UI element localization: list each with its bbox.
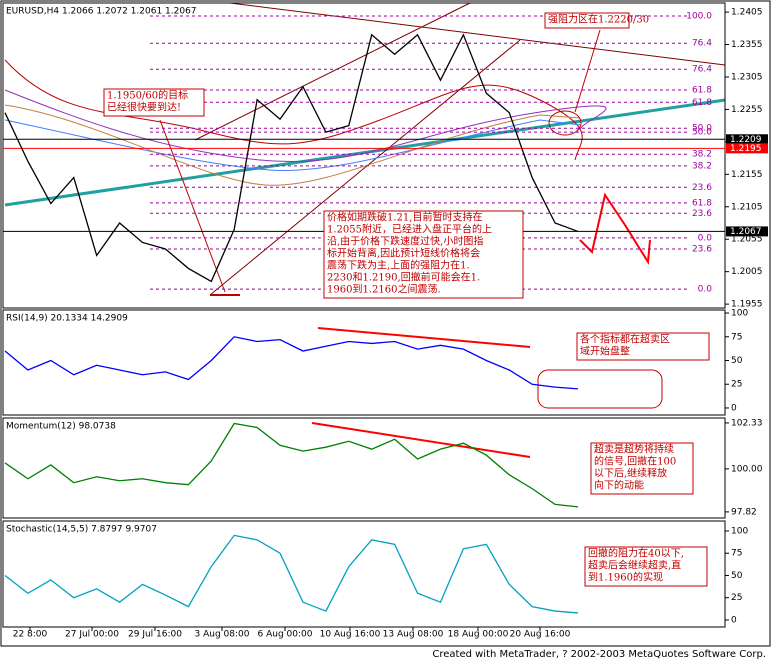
x-tick-label: 18 Aug 00:00 bbox=[448, 630, 509, 640]
annotation-text: 的信号,回撤在100 bbox=[594, 455, 676, 468]
x-tick-label: 22 8:00 bbox=[13, 630, 48, 640]
annotation-text: 沿,由于价格下跌速度过快,小时图指 bbox=[327, 235, 483, 248]
fib-label: 23.6 bbox=[692, 183, 712, 193]
y-tick-label: 1.2105 bbox=[731, 202, 763, 212]
x-tick-label: 13 Aug 08:00 bbox=[383, 630, 444, 640]
y-tick-label: 75 bbox=[731, 549, 742, 559]
fib-label: 0.0 bbox=[698, 285, 713, 295]
frame bbox=[0, 0, 771, 647]
annotation-text: 各个指标都在超卖区 bbox=[580, 333, 670, 346]
price-tag-label: 1.2195 bbox=[730, 144, 762, 154]
series-line bbox=[4, 336, 579, 390]
y-tick-label: 1.2305 bbox=[731, 72, 763, 82]
annotation-text: 超卖是超势将持续 bbox=[594, 443, 674, 456]
annotation-text: 回撤的阻力在40以下, bbox=[588, 547, 684, 560]
y-tick-label: 25 bbox=[731, 593, 742, 603]
fib-label: 23.6 bbox=[692, 209, 712, 219]
fib-label: 50.0 bbox=[692, 128, 712, 138]
panel bbox=[2, 417, 726, 519]
annotation-box bbox=[103, 88, 205, 117]
annotation-text: 已经很快要到达! bbox=[107, 101, 181, 114]
annotation-text: 到1.1960的实现 bbox=[588, 571, 663, 584]
fib-label: 100.0 bbox=[686, 11, 712, 21]
panel-header: Stochastic(14,5,5) 7.8797 9.9707 bbox=[6, 525, 157, 535]
fib-label: 0.0 bbox=[698, 233, 713, 243]
annotation-text: 强阻力区在1.2220/30 bbox=[548, 13, 649, 26]
annotation-box bbox=[323, 210, 524, 299]
fib-label: 76.4 bbox=[692, 39, 712, 49]
panel-header: EURUSD,H4 1.2066 1.2072 1.2061 1.2067 bbox=[6, 7, 197, 17]
y-tick-label: 75 bbox=[731, 332, 742, 342]
annotation-text: 价格如期跌破1.21,目前暂时支持在 bbox=[327, 211, 482, 224]
price-tag bbox=[726, 143, 768, 154]
y-tick-label: 1.1955 bbox=[731, 300, 763, 310]
annotation-text: 2230和1.2190,回撤前可能会在1. bbox=[327, 271, 480, 284]
annotation-box bbox=[584, 546, 708, 587]
y-tick-label: 1.2055 bbox=[731, 235, 763, 245]
x-tick-label: 27 Jul 00:00 bbox=[65, 630, 119, 640]
y-tick-label: 100 bbox=[731, 309, 748, 319]
x-tick-label: 20 Aug 16:00 bbox=[510, 630, 571, 640]
y-tick-label: 1.2355 bbox=[731, 40, 763, 50]
x-tick-label: 29 Jul 16:00 bbox=[128, 630, 182, 640]
annotation-text: 标开始背离,因此预计短线价格将会 bbox=[327, 247, 480, 260]
x-tick-label: 10 Aug 16:00 bbox=[320, 630, 381, 640]
y-tick-label: 1.2255 bbox=[731, 105, 763, 115]
fib-label: 38.2 bbox=[692, 150, 712, 160]
y-tick-label: 1.2155 bbox=[731, 170, 763, 180]
panel bbox=[2, 309, 726, 416]
price-tag-label: 1.2067 bbox=[730, 227, 762, 237]
panel-header: Momentum(12) 98.0738 bbox=[6, 422, 116, 432]
fib-label: 50.0 bbox=[692, 124, 712, 134]
y-tick-label: 1.2005 bbox=[731, 267, 763, 277]
y-tick-label: 1.2405 bbox=[731, 8, 763, 18]
fib-label: 61.8 bbox=[692, 198, 712, 208]
y-tick-label: 0 bbox=[731, 615, 737, 625]
annotation-text: 1960到1.2160之间震荡. bbox=[327, 283, 441, 296]
x-tick-label: 3 Aug 08:00 bbox=[195, 630, 250, 640]
annotation-text: 1.2055附近，已经进入盘正平台的上 bbox=[327, 223, 492, 236]
y-tick-label: 25 bbox=[731, 380, 742, 390]
series-line bbox=[4, 33, 579, 283]
annotation-box bbox=[590, 442, 694, 495]
price-tag bbox=[726, 226, 768, 237]
x-tick-label: 6 Aug 00:00 bbox=[258, 630, 313, 640]
annotation-text: 以下后,继续释放 bbox=[594, 467, 667, 480]
annotation-text: 超卖后会继续超卖,直 bbox=[588, 559, 681, 572]
y-tick-label: 97.82 bbox=[731, 507, 757, 517]
y-tick-label: 50 bbox=[731, 356, 743, 366]
fib-label: 61.8 bbox=[692, 98, 712, 108]
y-tick-label: 100.00 bbox=[731, 464, 763, 474]
series-line bbox=[4, 534, 579, 614]
panel bbox=[2, 2, 726, 309]
fib-label: 76.4 bbox=[692, 65, 712, 75]
price-tag-label: 1.2209 bbox=[730, 135, 762, 145]
panel bbox=[2, 520, 726, 628]
y-tick-label: 0 bbox=[731, 403, 737, 413]
annotation-text: 向下的动能 bbox=[594, 479, 644, 492]
annotation-box bbox=[544, 12, 630, 29]
y-tick-label: 50 bbox=[731, 571, 743, 581]
trendlines bbox=[4, 2, 726, 458]
annotation-text: 域开始盘整 bbox=[580, 345, 630, 358]
price-tag bbox=[726, 134, 768, 145]
fib-label: 38.2 bbox=[692, 161, 712, 171]
footer: Created with MetaTrader, ? 2002-2003 Met… bbox=[432, 649, 766, 660]
annotation-text: 震荡下跌为主,上面的强阻力在1. bbox=[327, 259, 470, 272]
fib-label: 23.6 bbox=[692, 244, 712, 254]
annotation-box bbox=[576, 332, 710, 361]
y-tick-label: 102.33 bbox=[731, 418, 763, 428]
annotation-text: 1.1950/60的目标 bbox=[107, 89, 188, 102]
y-tick-label: 100 bbox=[731, 526, 748, 536]
series-line bbox=[4, 422, 579, 508]
fib-label: 61.8 bbox=[692, 85, 712, 95]
panel-header: RSI(14,9) 20.1334 14.2909 bbox=[6, 314, 128, 324]
